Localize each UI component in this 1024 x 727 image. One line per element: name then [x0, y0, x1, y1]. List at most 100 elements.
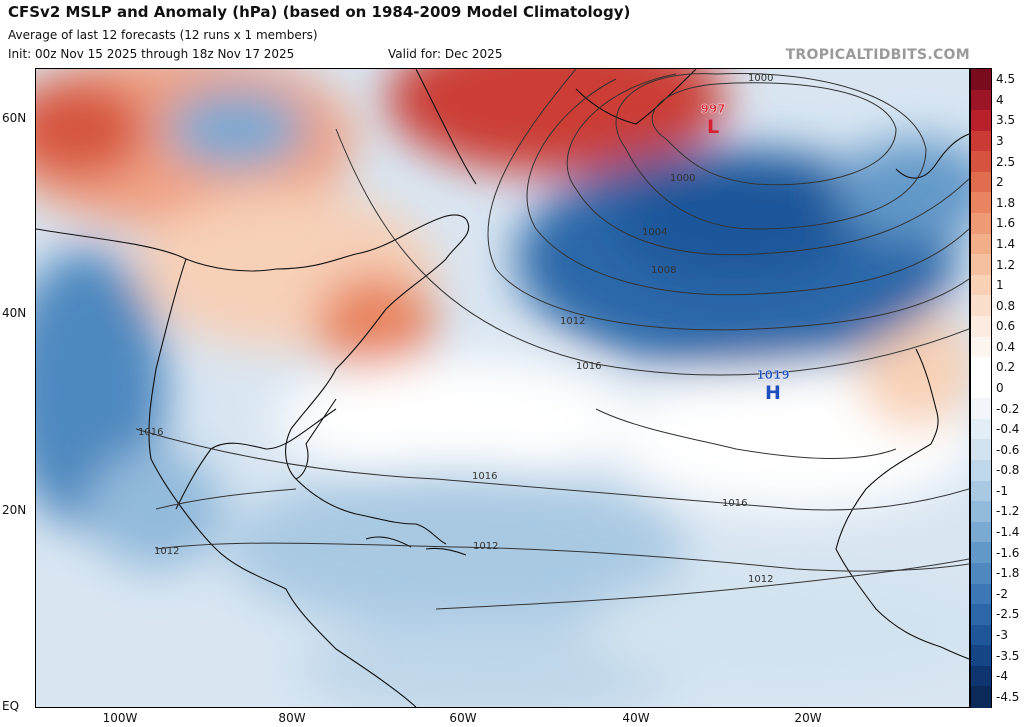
- colorbar-label: 1.4: [996, 236, 1016, 251]
- colorbar-segment: [971, 336, 991, 358]
- colorbar-segment: [971, 110, 991, 132]
- colorbar-segment: [971, 480, 991, 502]
- valid-time: Valid for: Dec 2025: [388, 47, 503, 61]
- colorbar-label: -3.5: [996, 648, 1020, 663]
- isobar-label: 1016: [576, 361, 601, 372]
- isobar-label: 1016: [138, 427, 163, 438]
- colorbar-segment: [971, 418, 991, 441]
- colorbar-label: -0.8: [996, 463, 1020, 478]
- colorbar-label: 4.5: [996, 72, 1016, 87]
- colorbar-label: -0.2: [996, 401, 1020, 416]
- colorbar-segment: [971, 583, 991, 605]
- colorbar-label: -1.4: [996, 525, 1020, 540]
- colorbar-label: -2: [996, 586, 1008, 601]
- colorbar-segment: [971, 686, 991, 708]
- colorbar-segment: [971, 171, 991, 194]
- lat-label: 40N: [2, 306, 27, 320]
- colorbar-label: 1.8: [996, 195, 1016, 210]
- colorbar-label: 0: [996, 381, 1004, 395]
- colorbar-segment: [971, 562, 991, 585]
- lon-label: 20W: [794, 711, 822, 725]
- chart-title: CFSv2 MSLP and Anomaly (hPa) (based on 1…: [8, 3, 631, 21]
- colorbar-label: 0.4: [996, 339, 1016, 354]
- colorbar-label: -0.4: [996, 422, 1020, 437]
- colorbar-segment: [971, 624, 991, 646]
- isobar-label: 1012: [560, 316, 585, 327]
- colorbar-segment: [971, 315, 991, 338]
- colorbar-segment: [971, 274, 991, 296]
- colorbar-label: -3: [996, 627, 1008, 642]
- colorbar-segment: [971, 151, 991, 173]
- colorbar-label: -2.5: [996, 607, 1020, 622]
- colorbar-label: -1.2: [996, 504, 1020, 519]
- colorbar-label: 2: [996, 175, 1004, 190]
- lat-label: 60N: [2, 111, 27, 125]
- colorbar-label: -4: [996, 669, 1008, 684]
- colorbar-segment: [971, 439, 991, 461]
- colorbar-label: -1: [996, 483, 1008, 498]
- isobar-labels: 1000 1000 1004 1008 1012 1016 1016 1016 1016 1012…: [138, 73, 773, 585]
- colorbar-label: 4: [996, 92, 1004, 107]
- lon-label: 80W: [278, 711, 306, 725]
- lon-label: 100W: [102, 711, 138, 725]
- lon-label: 60W: [449, 711, 477, 725]
- isobar-label: 1016: [722, 498, 747, 509]
- low-pressure-letter: L: [707, 116, 719, 138]
- low-pressure-value: 997: [700, 102, 725, 116]
- lat-label: 20N: [2, 503, 27, 517]
- colorbar-label: -1.6: [996, 545, 1020, 560]
- lat-label: EQ: [2, 699, 20, 713]
- colorbar-segment: [971, 377, 991, 399]
- colorbar-label: -4.5: [996, 689, 1020, 704]
- colorbar-segment: [971, 89, 991, 111]
- isobar-label: 1012: [154, 546, 179, 557]
- coastlines: [36, 69, 969, 707]
- colorbar-label: 1.6: [996, 216, 1016, 231]
- colorbar-segment: [971, 521, 991, 543]
- colorbar-segment: [971, 398, 991, 420]
- isobars: [135, 69, 969, 610]
- colorbar-segment: [971, 295, 991, 317]
- high-pressure-value: 1019: [756, 368, 789, 382]
- colorbar-label: -1.8: [996, 566, 1020, 581]
- isobar-label: 1000: [670, 173, 695, 184]
- isobar-label: 1000: [748, 73, 773, 84]
- colorbar-label: 3: [996, 134, 1004, 149]
- colorbar-segment: [971, 604, 991, 626]
- colorbar-segment: [971, 501, 991, 523]
- colorbar-segment: [971, 460, 991, 482]
- colorbar-segment: [971, 665, 991, 687]
- colorbar-label: 0.6: [996, 319, 1016, 334]
- colorbar-segment: [971, 254, 991, 276]
- colorbar-label: 2.5: [996, 154, 1016, 169]
- colorbar-label: 3.5: [996, 113, 1016, 128]
- colorbar-segment: [971, 213, 991, 235]
- colorbar-label: 0.2: [996, 360, 1016, 375]
- colorbar-label: -0.6: [996, 442, 1020, 457]
- brand-watermark: TROPICALTIDBITS.COM: [785, 47, 970, 63]
- colorbar-segment: [971, 542, 991, 564]
- lon-label: 40W: [622, 711, 650, 725]
- init-time: Init: 00z Nov 15 2025 through 18z Nov 17…: [8, 47, 295, 61]
- colorbar-segment: [971, 645, 991, 667]
- colorbar-label: 0.8: [996, 298, 1016, 313]
- colorbar-segment: [971, 69, 991, 91]
- colorbar-label: 1.2: [996, 257, 1016, 272]
- colorbar-segment: [971, 233, 991, 255]
- mslp-anomaly-map: 1000 1000 1004 1008 1012 1016 1016 1016 1016 1012…: [36, 69, 969, 707]
- isobar-label: 1012: [473, 541, 498, 552]
- colorbar-segment: [971, 130, 991, 152]
- isobar-label: 1004: [642, 227, 667, 238]
- isobar-label: 1016: [472, 471, 497, 482]
- anomaly-shading: [36, 69, 969, 707]
- colorbar: [970, 68, 992, 708]
- colorbar-segment: [971, 192, 991, 214]
- map-panel: 1000 1000 1004 1008 1012 1016 1016 1016 1016 1012…: [35, 68, 970, 708]
- high-pressure-letter: H: [765, 382, 781, 404]
- isobar-label: 1008: [651, 265, 676, 276]
- colorbar-segment: [971, 357, 991, 379]
- chart-subtitle: Average of last 12 forecasts (12 runs x …: [8, 28, 318, 42]
- isobar-label: 1012: [748, 574, 773, 585]
- colorbar-label: 1: [996, 278, 1004, 293]
